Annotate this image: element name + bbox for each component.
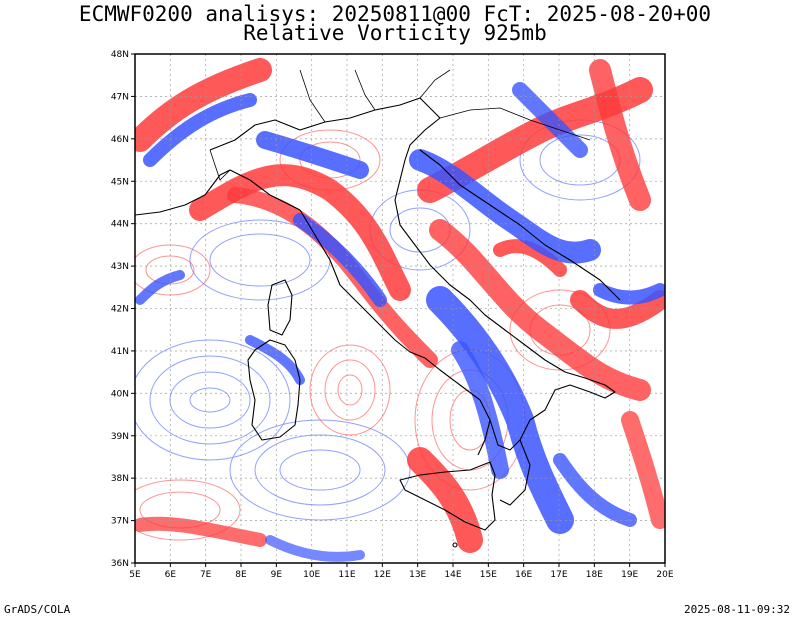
x-tick-label: 6E [165,570,177,580]
y-tick-label: 37N [111,517,129,527]
x-tick-label: 11E [338,570,355,580]
x-tick-label: 14E [444,570,461,580]
x-tick-label: 16E [515,570,532,580]
x-tick-label: 13E [409,570,426,580]
y-tick-label: 36N [111,559,129,569]
vorticity-field [135,58,665,562]
x-tick-label: 19E [621,570,638,580]
y-tick-label: 38N [111,474,129,484]
footer-timestamp: 2025-08-11-09:32 [684,603,790,616]
x-tick-label: 12E [374,570,391,580]
latitude-axis: 36N 37N 38N 39N 40N 41N 42N 43N 44N 45N 46N 47N 48N [111,50,135,569]
x-tick-label: 8E [235,570,247,580]
y-tick-label: 41N [111,347,129,357]
y-tick-label: 47N [111,92,129,102]
negative-vorticity-region [135,119,641,521]
x-tick-label: 9E [271,570,283,580]
y-tick-label: 43N [111,262,129,272]
y-tick-label: 46N [111,135,129,145]
x-tick-label: 17E [550,570,567,580]
map-title: ECMWF0200 analisys: 20250811@00 FcT: 202… [78,2,712,26]
y-tick-label: 44N [111,220,129,230]
negative-vorticity-band [135,82,665,562]
footer-software-credit: GrADS/COLA [4,603,71,616]
y-tick-label: 45N [111,177,129,187]
y-tick-label: 48N [111,50,129,60]
x-tick-label: 15E [480,570,497,580]
y-tick-label: 39N [111,432,129,442]
x-tick-label: 18E [586,570,603,580]
x-tick-label: 10E [303,570,320,580]
y-tick-label: 42N [111,305,129,315]
x-tick-label: 20E [656,570,673,580]
x-tick-label: 7E [200,570,212,580]
coastline [135,97,621,548]
longitude-axis: 5E 6E 7E 8E 9E 10E 11E 12E 13E 14E 15E 16E 17E 18E 19E… [129,563,674,580]
country-borders [209,69,591,181]
map-subtitle: Relative Vorticity 925mb [243,21,547,45]
y-tick-label: 40N [111,389,129,399]
x-tick-label: 5E [129,570,141,580]
